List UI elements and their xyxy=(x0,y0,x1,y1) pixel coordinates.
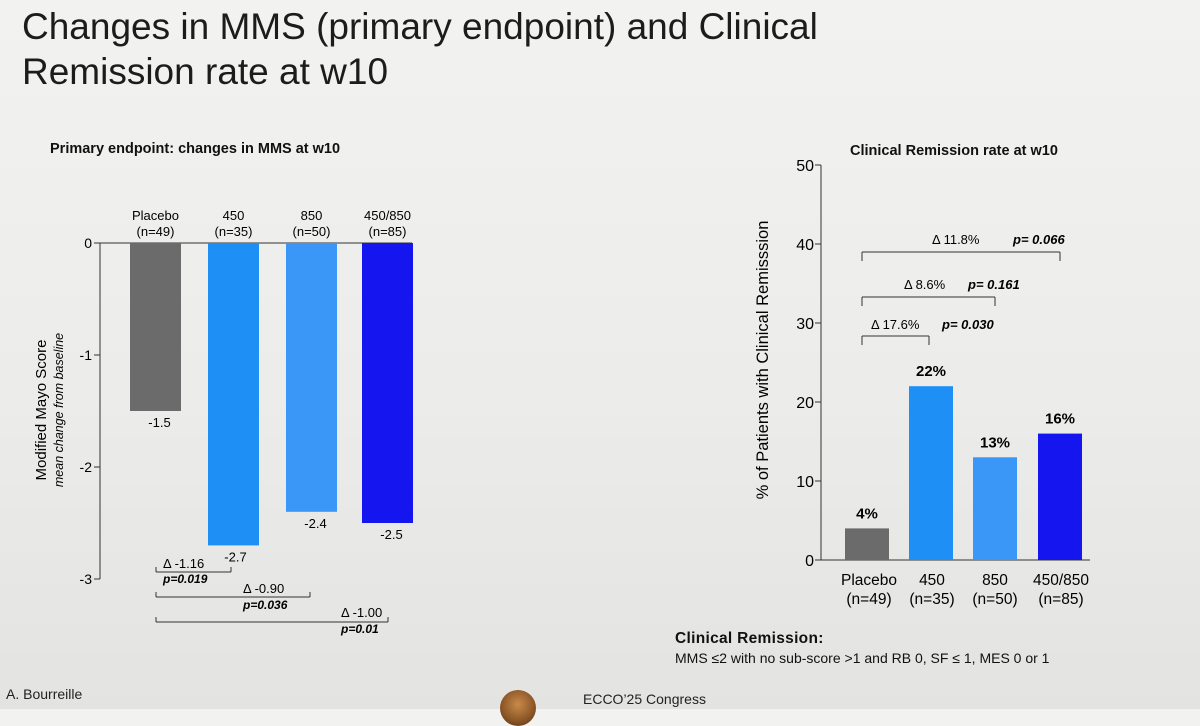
remission-category-n: (n=49) xyxy=(846,591,891,608)
remission-comparison-delta: Δ 8.6% xyxy=(904,277,946,292)
mms-bar xyxy=(130,243,181,411)
mms-comparison-delta: Δ -1.00 xyxy=(341,605,382,620)
remission-category-label: 850 xyxy=(982,572,1008,589)
mms-comparison-delta: Δ -1.16 xyxy=(163,556,204,571)
mms-y-tick-label: -1 xyxy=(80,347,93,363)
mms-y-tick-label: -3 xyxy=(80,571,93,587)
remission-y-tick-label: 40 xyxy=(796,237,814,254)
remission-comparison-p: p= 0.030 xyxy=(941,317,994,332)
remission-category-label: 450 xyxy=(919,572,945,589)
mms-y-tick-label: 0 xyxy=(84,235,92,251)
remission-value-label: 13% xyxy=(980,434,1010,451)
right-chart-title: Clinical Remission rate at w10 xyxy=(850,143,1058,159)
slide-title: Changes in MMS (primary endpoint) and Cl… xyxy=(22,4,1122,94)
remission-category-label: 450/850 xyxy=(1033,572,1089,589)
remission-comparison-p: p= 0.161 xyxy=(967,277,1020,292)
mms-category-label: 850 xyxy=(301,208,323,223)
remission-y-tick-label: 0 xyxy=(805,553,814,570)
remission-category-n: (n=85) xyxy=(1038,591,1083,608)
remission-bar xyxy=(909,386,953,560)
slide-title-line2: Remission rate at w10 xyxy=(22,51,389,92)
remission-y-axis-label: % of Patients with Clinical Remisssion xyxy=(754,221,772,500)
remission-category-label: Placebo xyxy=(841,572,897,589)
mms-y-axis-sublabel: mean change from baseline xyxy=(52,333,66,487)
remission-value-label: 4% xyxy=(856,505,878,522)
speaker-avatar xyxy=(500,690,536,726)
remission-comparison-delta: Δ 11.8% xyxy=(932,232,980,247)
footer-author: A. Bourreille xyxy=(6,686,83,702)
remission-category-n: (n=50) xyxy=(972,591,1017,608)
mms-category-label: Placebo xyxy=(132,208,179,223)
mms-bar xyxy=(362,243,413,523)
slide-title-line1: Changes in MMS (primary endpoint) and Cl… xyxy=(22,6,818,47)
mms-comparison-p: p=0.036 xyxy=(242,598,288,612)
definition-title: Clinical Remission: xyxy=(675,630,824,647)
mms-value-label: -1.5 xyxy=(148,415,170,430)
remission-bar xyxy=(973,457,1017,560)
remission-value-label: 22% xyxy=(916,363,946,380)
mms-y-axis-label: Modified Mayo Score xyxy=(33,340,50,481)
mms-category-n: (n=85) xyxy=(369,224,407,239)
mms-category-label: 450/850 xyxy=(364,208,411,223)
mms-comparison-p: p=0.019 xyxy=(162,572,208,586)
definition-text: MMS ≤2 with no sub-score >1 and RB 0, SF… xyxy=(675,650,1050,666)
remission-y-tick-label: 30 xyxy=(796,316,814,333)
mms-value-label: -2.7 xyxy=(224,549,246,564)
mms-value-label: -2.4 xyxy=(304,516,326,531)
mms-bar xyxy=(208,243,259,546)
mms-comparison-p: p=0.01 xyxy=(340,622,379,636)
charts-canvas: 0 -1 -2 -3 Modified Mayo Score mean change fr… xyxy=(33,158,1090,636)
mms-category-label: 450 xyxy=(223,208,245,223)
remission-y-tick-label: 20 xyxy=(796,395,814,412)
remission-y-tick-label: 50 xyxy=(796,158,814,175)
mms-comparison-delta: Δ -0.90 xyxy=(243,581,284,596)
mms-category-n: (n=50) xyxy=(293,224,331,239)
remission-comparison-delta: Δ 17.6% xyxy=(871,317,920,332)
mms-value-label: -2.5 xyxy=(380,527,402,542)
mms-y-tick-label: -2 xyxy=(80,459,93,475)
mms-category-n: (n=49) xyxy=(137,224,175,239)
remission-comparison-p: p= 0.066 xyxy=(1012,232,1065,247)
footer-congress: ECCO’25 Congress xyxy=(583,691,706,707)
mms-category-n: (n=35) xyxy=(215,224,253,239)
remission-y-tick-label: 10 xyxy=(796,474,814,491)
mms-bar xyxy=(286,243,337,512)
remission-value-label: 16% xyxy=(1045,411,1075,428)
remission-bar xyxy=(1038,433,1082,560)
remission-bar xyxy=(845,528,889,560)
remission-category-n: (n=35) xyxy=(909,591,954,608)
left-chart-title: Primary endpoint: changes in MMS at w10 xyxy=(50,141,341,157)
